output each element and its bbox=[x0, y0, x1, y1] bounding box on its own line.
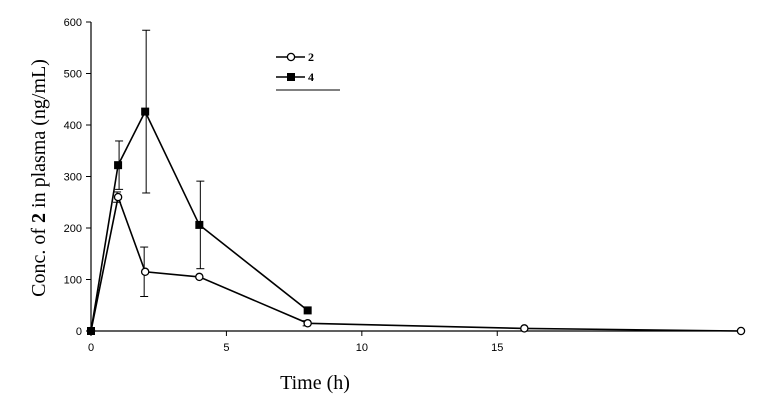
y-axis-label-part-3: in plasma (ng/mL) bbox=[28, 59, 50, 213]
data-point bbox=[141, 107, 150, 116]
data-point bbox=[114, 161, 123, 170]
legend-label-2: 2 bbox=[308, 50, 314, 64]
x-tick-label: 10 bbox=[356, 342, 368, 354]
x-tick-label: 0 bbox=[88, 342, 94, 354]
y-axis-label-part-2: 2 bbox=[28, 213, 50, 223]
series-2 bbox=[86, 191, 746, 336]
x-axis-label: Time (h) bbox=[280, 372, 350, 394]
y-axis-label-part-1: Conc. of bbox=[28, 223, 50, 297]
ticks: 0 100 200 300 400 500 600 0 5 10 15 bbox=[64, 17, 504, 354]
data-point bbox=[303, 306, 312, 315]
y-tick-label: 400 bbox=[64, 120, 82, 132]
legend-marker-2 bbox=[286, 52, 296, 62]
data-point bbox=[140, 267, 150, 277]
data-point bbox=[87, 327, 95, 335]
axes bbox=[90, 22, 741, 332]
data-point bbox=[113, 192, 123, 202]
y-tick-label: 600 bbox=[64, 17, 82, 29]
series-layer bbox=[86, 29, 746, 336]
y-tick-label: 200 bbox=[64, 223, 82, 235]
data-point bbox=[195, 220, 204, 229]
legend: 24 bbox=[276, 50, 340, 91]
y-axis-label: Conc. of 2 in plasma (ng/mL) bbox=[28, 59, 50, 297]
data-point bbox=[520, 324, 529, 333]
data-point bbox=[303, 319, 312, 328]
y-tick-label: 100 bbox=[64, 275, 82, 287]
x-tick-label: 5 bbox=[223, 342, 229, 354]
y-tick-label: 300 bbox=[64, 172, 82, 184]
y-tick-label: 500 bbox=[64, 69, 82, 81]
data-point bbox=[195, 272, 204, 282]
y-tick-label: 0 bbox=[76, 326, 82, 338]
x-tick-label: 15 bbox=[491, 342, 503, 354]
legend-label-4: 4 bbox=[308, 70, 314, 84]
legend-marker-4 bbox=[287, 73, 295, 81]
series-line bbox=[90, 194, 742, 332]
series-4 bbox=[87, 29, 312, 335]
data-point bbox=[736, 326, 746, 336]
